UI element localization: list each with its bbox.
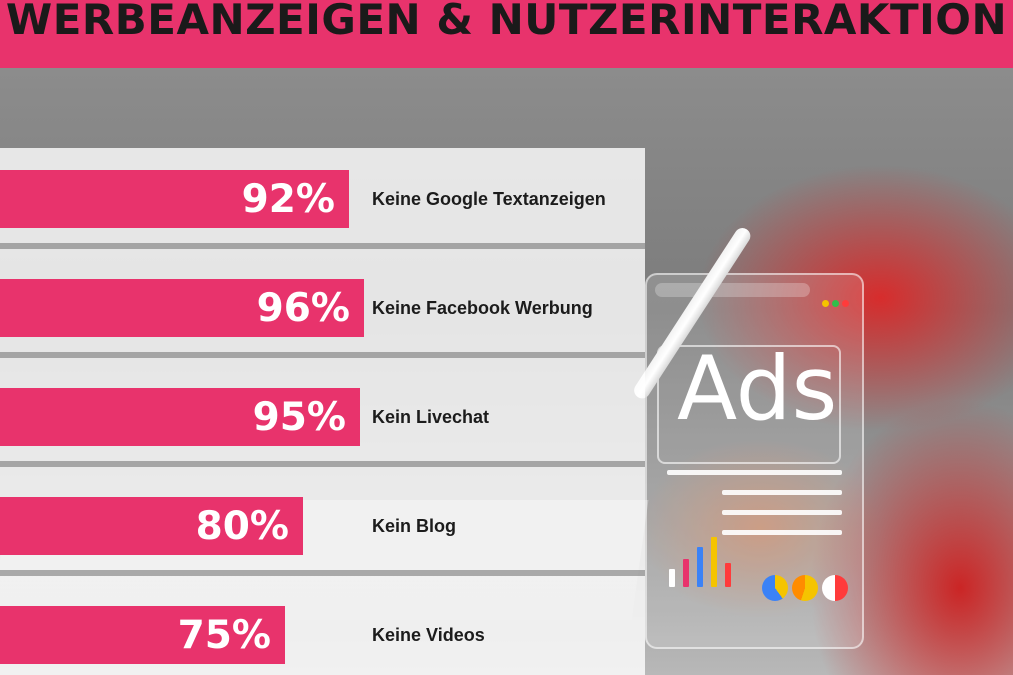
hologram-search-bar (655, 283, 810, 297)
hologram-line (722, 530, 842, 535)
ads-word: Ads (677, 337, 838, 440)
category-label: Keine Google Textanzeigen (372, 188, 606, 209)
bar-value-label: 80% (195, 503, 289, 549)
row-separator (0, 243, 645, 249)
hologram-mini-bar (725, 563, 731, 587)
hologram-ads-box (657, 345, 841, 464)
hologram-mini-bar (697, 547, 703, 587)
hologram-dot-red (842, 300, 849, 307)
row-separator (0, 461, 645, 467)
bar-4: 80% (0, 497, 303, 555)
bar-value-label: 95% (252, 394, 346, 440)
bar-5: 75% (0, 606, 285, 664)
page-title: WERBEANZEIGEN & NUTZERINTERAKTION (5, 0, 1008, 44)
hologram-mini-bar (711, 537, 717, 587)
hologram-dot-yellow (822, 300, 829, 307)
row-separator (0, 570, 645, 576)
category-label: Kein Blog (372, 515, 456, 536)
hologram-mini-bar (683, 559, 689, 587)
hologram-pie (762, 575, 788, 601)
bar-value-label: 96% (256, 285, 350, 331)
category-label: Keine Facebook Werbung (372, 297, 593, 318)
hologram-line (722, 490, 842, 495)
bar-value-label: 75% (177, 612, 271, 658)
category-label: Keine Videos (372, 624, 485, 645)
bar-2: 96% (0, 279, 364, 337)
title-bar: WERBEANZEIGEN & NUTZERINTERAKTION (0, 0, 1013, 68)
hologram-pie (792, 575, 818, 601)
hologram-dot-green (832, 300, 839, 307)
hologram-mini-bar (669, 569, 675, 587)
bar-3: 95% (0, 388, 360, 446)
bar-value-label: 92% (241, 176, 335, 222)
category-label: Kein Livechat (372, 406, 490, 427)
hologram-line (722, 510, 842, 515)
bar-1: 92% (0, 170, 349, 228)
row-separator (0, 352, 645, 358)
hologram-pie (822, 575, 848, 601)
hologram-line (667, 470, 842, 475)
